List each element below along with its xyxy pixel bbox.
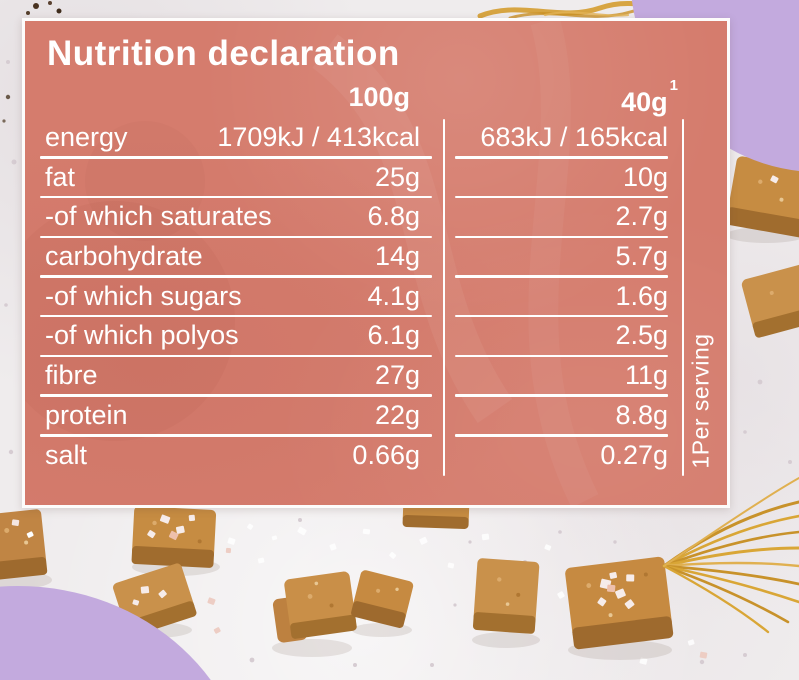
value-per-40g: 11g — [624, 360, 668, 391]
fudge-piece — [741, 262, 799, 338]
value-per-40g: 683kJ / 165kcal — [480, 122, 668, 152]
footnote-marker: 1 — [669, 77, 678, 94]
table-row-carbohydrate: carbohydrate 14g 5.7g — [25, 237, 727, 278]
value-per-40g: 0.27g — [600, 439, 668, 470]
fudge-piece — [0, 509, 48, 582]
fudge-piece — [472, 558, 540, 634]
fudge-piece — [565, 556, 674, 650]
table-row-sugars: -of which sugars 4.1g 1.6g — [25, 277, 727, 318]
table-row-salt: salt 0.66g 0.27g — [25, 436, 727, 476]
salt-sprinkles — [207, 523, 708, 665]
value-per-100g: 1709kJ / 413kcal — [217, 122, 420, 152]
table-row-saturates: -of which saturates 6.8g 2.7g — [25, 197, 727, 238]
nutrient-label: carbohydrate — [45, 241, 203, 272]
column-divider-1 — [443, 119, 446, 476]
per-serving-note: 1Per serving — [687, 333, 714, 469]
value-per-100g: 6.1g — [367, 320, 420, 351]
column-header-40g-text: 40g — [621, 87, 668, 117]
value-per-100g: 4.1g — [367, 280, 420, 311]
nutrient-label: fat — [45, 161, 76, 192]
value-per-100g: 0.66g — [352, 439, 420, 470]
fudge-piece — [131, 506, 217, 568]
value-per-40g: 5.7g — [615, 241, 668, 272]
table-row-fat: fat 25g 10g — [25, 158, 727, 199]
nutrient-label: salt — [45, 439, 88, 470]
value-per-100g: 27g — [374, 360, 420, 391]
table-row-protein: protein 22g 8.8g — [25, 396, 727, 437]
nutrient-label: fibre — [45, 360, 98, 391]
table-row-energy: energy 1709kJ / 413kcal 683kJ / 165kcal — [25, 118, 727, 159]
nutrient-label: energy — [45, 122, 128, 152]
value-per-40g: 8.8g — [615, 399, 668, 430]
fudge-piece — [272, 571, 357, 643]
column-header-40g: 40g1 — [621, 77, 678, 117]
nutrient-label: -of which saturates — [45, 201, 272, 232]
caramel-frond — [662, 477, 799, 634]
value-per-100g: 25g — [374, 161, 420, 192]
nutrition-table: energy 1709kJ / 413kcal 683kJ / 165kcal … — [25, 118, 727, 475]
value-per-100g: 22g — [374, 399, 420, 430]
nutrient-label: protein — [45, 399, 128, 430]
fudge-piece — [351, 570, 414, 628]
value-per-40g: 10g — [622, 161, 668, 192]
nutrition-panel: Nutrition declaration 100g 40g1 energy 1… — [22, 18, 730, 508]
value-per-100g: 14g — [374, 241, 420, 272]
value-per-40g: 2.5g — [615, 320, 668, 351]
nutrient-label: -of which polyos — [45, 320, 239, 351]
column-divider-2 — [682, 119, 685, 476]
value-per-40g: 2.7g — [615, 201, 668, 232]
fudge-piece — [726, 156, 799, 238]
value-per-40g: 1.6g — [615, 280, 668, 311]
panel-title: Nutrition declaration — [47, 34, 400, 73]
table-row-fibre: fibre 27g 11g — [25, 356, 727, 397]
lavender-blob-bottom-left — [0, 586, 211, 680]
fudge-pieces — [0, 156, 799, 660]
column-header-100g: 100g — [348, 82, 410, 112]
table-row-polyos: -of which polyos 6.1g 2.5g — [25, 316, 727, 357]
chocolate-crumbs — [2, 1, 62, 123]
nutrient-label: -of which sugars — [45, 280, 242, 311]
value-per-100g: 6.8g — [367, 201, 420, 232]
